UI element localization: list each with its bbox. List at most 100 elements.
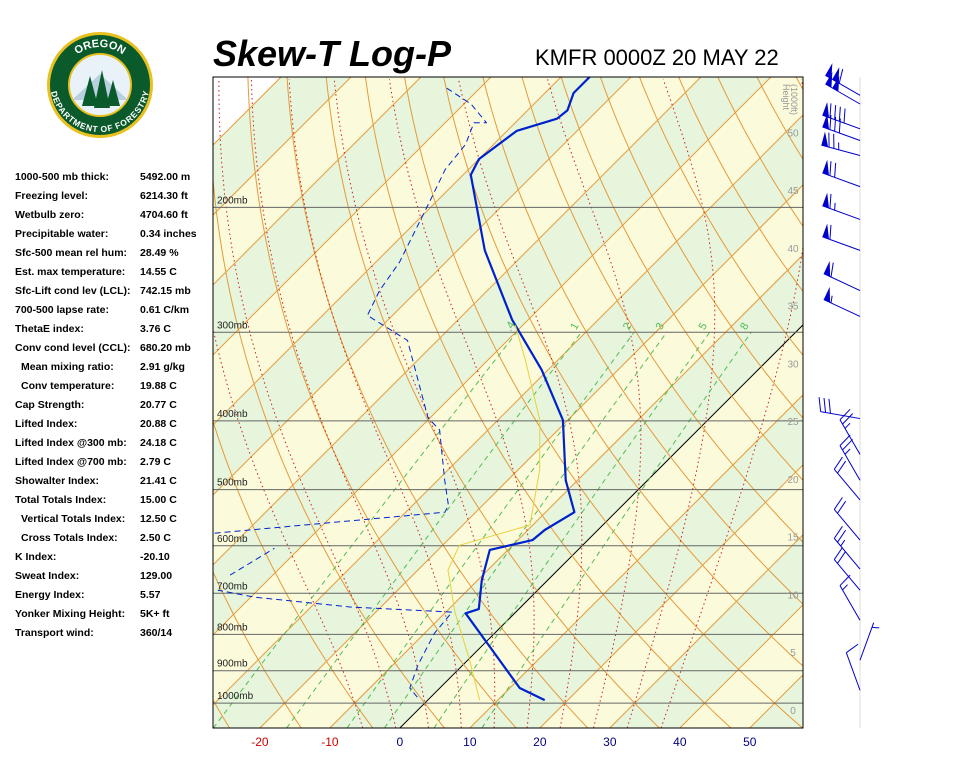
index-label: Sweat Index: [15,570,79,582]
dry-adiabat [213,419,374,728]
x-tick-label: 50 [743,735,757,749]
barb-pennant [823,286,831,303]
barb-staff [833,468,861,501]
mixing-ratio-line [213,331,518,728]
barb-full [833,497,843,510]
profile-line [447,324,541,701]
isotherm [213,77,632,496]
isobar-label: 500mb [217,478,248,489]
index-value: 742.15 mb [140,285,191,297]
barb-staff [859,622,875,661]
mixing-ratio-label: 1 [568,321,581,332]
barb-full [838,106,841,122]
isobar-label: 700mb [217,581,248,592]
barb-staff [822,114,861,130]
profile-line [464,77,591,702]
x-tick-label: 30 [603,735,617,749]
barb-half [844,422,851,429]
barb-pennant [825,63,833,79]
barb-full [829,161,832,176]
index-label: Cross Totals Index: [21,532,118,544]
index-value: 0.61 C/km [140,304,189,316]
isobar-label: 200mb [217,195,248,206]
moist-adiabat [547,79,642,728]
index-label: Lifted Index @700 mb: [15,456,127,468]
logo-tree [106,80,120,106]
isotherm [213,77,772,636]
barb-full [838,69,844,84]
isobar-label: 1000mb [217,691,254,702]
dry-adiabat [325,77,660,728]
logo-text: OREGON [72,38,127,57]
barb-full [828,398,831,414]
height-tick-label: 50 [787,128,799,139]
isotherm [213,77,492,356]
index-value: 2.79 C [140,456,171,468]
x-tick-label: 10 [463,735,477,749]
barb-pennant [832,67,840,83]
dry-adiabat [560,77,803,482]
barb-staff [822,205,861,220]
logo: OREGON DEPARTMENT OF FORESTRY [47,32,153,138]
barb-half [842,584,848,591]
barb-full [829,193,832,209]
height-tick-label: 25 [787,417,799,428]
index-value: 680.20 mb [140,342,191,354]
barb-full [823,397,827,413]
title: Skew-T Log-P [213,33,452,74]
x-tick-label: -10 [321,735,339,749]
barb-full [833,547,843,560]
index-value: 5K+ ft [140,608,170,620]
index-label: Showalter Index: [15,475,99,487]
barb-full [829,224,832,240]
index-label: Total Totals Index: [15,494,106,506]
index-value: -20.10 [140,551,170,563]
height-tick-label: 10 [787,590,799,601]
index-value: 5.57 [140,589,161,601]
highlight-isotherm [399,324,803,728]
isobar-label: 300mb [217,320,248,331]
barb-pennant [822,192,829,209]
mixing-ratio-line [346,331,635,728]
x-tick-label: -20 [251,735,269,749]
index-value: 3.76 C [140,323,171,335]
isotherm [329,254,803,728]
dry-adiabat [404,77,803,728]
dry-adiabat [795,77,803,91]
logo-top-text: OREGON [72,38,127,57]
mixing-ratio-line [286,331,582,728]
isotherm [213,77,562,426]
barb-staff [839,585,861,621]
wind-barb [822,223,861,251]
index-value: 24.18 C [140,437,177,449]
barb-staff [821,144,861,156]
barb-full [829,115,832,130]
wind-barb [822,192,861,220]
barb-full [837,551,847,564]
index-value: 6214.30 ft [140,190,188,202]
barb-pennant [822,101,829,118]
index-label: Conv cond level (CCL): [15,342,131,354]
index-value: 19.88 C [140,380,177,392]
barb-full [837,460,847,474]
index-label: Energy Index: [15,589,84,601]
wind-barb [833,497,861,541]
index-value: 20.88 C [140,418,177,430]
mixing-ratio-label: 8 [738,321,751,332]
wind-barb [823,286,861,317]
index-value: 21.41 C [140,475,177,487]
dry-adiabat [639,77,803,357]
index-label: Sfc-Lift cond lev (LCL): [15,285,131,297]
barb-full [842,439,853,451]
barb-staff [822,172,861,188]
index-label: Freezing level: [15,190,88,202]
barb-pennant [823,260,831,277]
mixing-ratio-label: 5 [697,321,710,332]
dry-adiabat [678,77,803,293]
height-tick-label: 20 [787,475,799,486]
x-tick-label: 0 [397,735,404,749]
barb-staff [845,652,861,691]
wind-barb [822,159,861,188]
index-label: K Index: [15,551,56,563]
